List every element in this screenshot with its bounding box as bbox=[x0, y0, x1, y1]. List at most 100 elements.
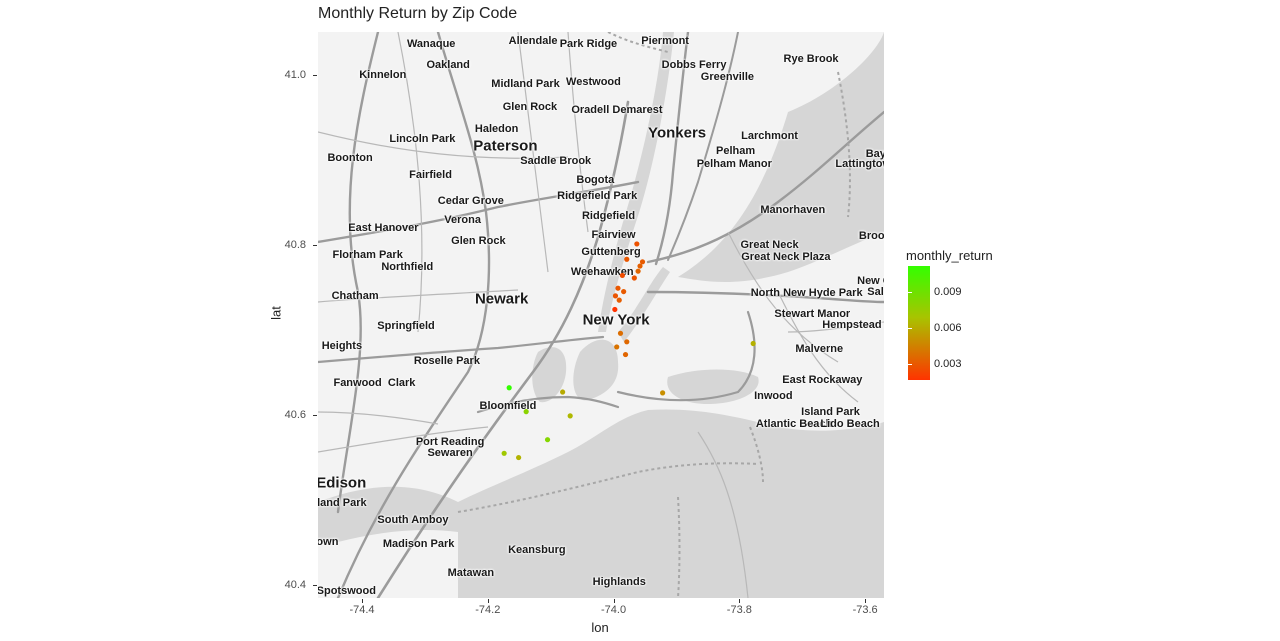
legend-title: monthly_return bbox=[906, 248, 993, 263]
legend-break-tick bbox=[908, 364, 912, 366]
legend-break-label: 0.003 bbox=[934, 358, 962, 371]
highway-saw-mill bbox=[667, 32, 739, 261]
place-label: Paterson bbox=[473, 137, 538, 155]
place-label: Yonkers bbox=[648, 124, 707, 142]
place-label: Lido Beach bbox=[820, 418, 880, 431]
place-label: Lincoln Park bbox=[389, 133, 456, 146]
place-label: Keansburg bbox=[508, 544, 566, 557]
place-label: Northfield bbox=[381, 260, 434, 273]
basemap bbox=[318, 32, 884, 598]
place-label: Fairview bbox=[591, 228, 636, 241]
data-point bbox=[501, 450, 507, 456]
place-label: Verona bbox=[444, 214, 481, 227]
place-label: Bay bbox=[865, 147, 884, 160]
x-tick-label: -74.2 bbox=[475, 604, 501, 616]
place-label: Stewart Manor bbox=[774, 307, 851, 320]
data-point bbox=[634, 241, 640, 247]
place-label: Lattingtow bbox=[835, 157, 884, 170]
place-label: Allendale bbox=[508, 34, 558, 47]
legend-colorbar bbox=[908, 266, 930, 380]
legend-break-label: 0.009 bbox=[934, 286, 962, 299]
data-point bbox=[560, 389, 566, 395]
place-label: Oakland bbox=[426, 59, 470, 72]
data-point bbox=[516, 454, 522, 461]
x-axis-label: lon bbox=[591, 620, 609, 635]
place-label: New York bbox=[582, 311, 650, 329]
place-label: own bbox=[318, 535, 339, 548]
place-label: Spotswood bbox=[318, 585, 376, 598]
y-tick-label: 40.4 bbox=[284, 579, 306, 592]
place-label: Sali bbox=[867, 285, 884, 298]
place-label: Park Ridge bbox=[559, 37, 618, 50]
x-tick-label: -73.8 bbox=[726, 604, 752, 616]
boundary-maritime bbox=[457, 462, 759, 513]
data-point bbox=[624, 339, 630, 345]
place-label: Saddle Brook bbox=[520, 154, 592, 167]
map-panel[interactable]: Wanaque Allendale Park Ridge Piermont Kinnel… bbox=[318, 32, 884, 598]
place-label: Demarest bbox=[612, 104, 663, 117]
y-tick-label: 41.0 bbox=[284, 68, 306, 81]
place-label: Bogota bbox=[576, 174, 615, 187]
data-point bbox=[612, 306, 618, 313]
data-point bbox=[639, 259, 646, 265]
highway-si bbox=[476, 395, 620, 414]
x-tick-mark bbox=[362, 599, 364, 603]
data-point bbox=[619, 272, 625, 279]
data-point bbox=[523, 409, 529, 415]
place-label: Edison bbox=[318, 474, 367, 492]
place-label: Newark bbox=[474, 290, 529, 308]
place-label: South Amboy bbox=[377, 513, 449, 526]
x-tick-label: -74.4 bbox=[349, 604, 375, 616]
x-tick-mark bbox=[487, 599, 489, 603]
atlantic-ocean bbox=[458, 409, 884, 598]
place-label: Great Neck bbox=[740, 238, 799, 251]
data-point bbox=[612, 293, 619, 299]
place-label: Florham Park bbox=[332, 248, 403, 261]
place-label: Malverne bbox=[795, 342, 844, 355]
y-tick-mark bbox=[313, 585, 317, 587]
place-label: Brool bbox=[858, 230, 884, 243]
place-label: Rye Brook bbox=[783, 53, 839, 66]
place-label: Chatham bbox=[331, 289, 379, 302]
data-point bbox=[635, 268, 641, 274]
jamaica-bay bbox=[667, 369, 759, 404]
place-label: Great Neck Plaza bbox=[741, 250, 831, 263]
y-axis-label: lat bbox=[268, 306, 284, 320]
place-label: Heights bbox=[321, 340, 363, 353]
highway-taconic bbox=[654, 32, 690, 266]
y-tick-label: 40.8 bbox=[284, 238, 306, 251]
data-point bbox=[617, 330, 624, 336]
place-label: Westwood bbox=[566, 76, 621, 89]
highway-i80 bbox=[318, 180, 640, 244]
place-label: Glen Rock bbox=[451, 235, 506, 248]
place-label: Haledon bbox=[474, 123, 519, 136]
place-label: land Park bbox=[318, 496, 367, 509]
data-point bbox=[637, 263, 643, 269]
highway-lie bbox=[646, 290, 884, 304]
upper-bay bbox=[573, 339, 619, 401]
boundary-ny-nj bbox=[607, 32, 669, 53]
place-label: Pelham bbox=[716, 145, 756, 158]
place-label: Clark bbox=[387, 376, 416, 389]
data-point bbox=[567, 413, 573, 419]
place-label: New C bbox=[857, 275, 884, 288]
place-label: Atlantic Beach bbox=[755, 418, 833, 431]
place-label: Ridgefield bbox=[581, 209, 636, 222]
highway-i78 bbox=[318, 335, 605, 364]
place-label: Guttenberg bbox=[581, 245, 641, 258]
place-label: Fanwood bbox=[333, 376, 382, 389]
place-label: Cedar Grove bbox=[437, 195, 504, 208]
place-label: Madison Park bbox=[382, 537, 455, 550]
y-tick-mark bbox=[313, 74, 317, 76]
place-label: East Hanover bbox=[348, 221, 419, 234]
data-point bbox=[660, 390, 666, 396]
x-tick-mark bbox=[865, 599, 867, 603]
place-label: Midland Park bbox=[491, 77, 560, 90]
chart-title: Monthly Return by Zip Code bbox=[318, 5, 518, 22]
place-label: Bloomfield bbox=[479, 400, 537, 413]
place-label: Greenville bbox=[700, 71, 755, 84]
data-point bbox=[615, 285, 621, 291]
highway-i95-bronx bbox=[646, 110, 884, 264]
place-label: Roselle Park bbox=[413, 354, 480, 367]
y-tick-mark bbox=[313, 415, 317, 416]
